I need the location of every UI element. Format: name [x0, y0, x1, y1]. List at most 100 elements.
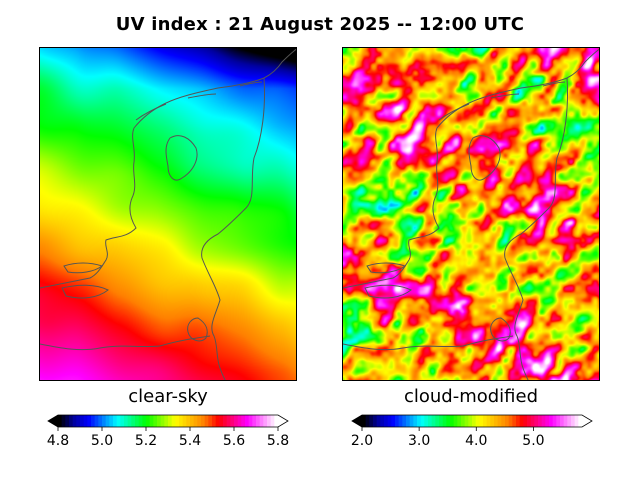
colorbar-segment [369, 415, 374, 427]
colorbar-segment [483, 415, 488, 427]
frisian-island [542, 81, 566, 87]
colorbar-segment [442, 415, 447, 427]
colorbar-segment [245, 415, 250, 427]
estuary [61, 284, 109, 299]
colorbar-segment [538, 415, 543, 427]
colorbar-segment [116, 415, 121, 427]
colorbar-segment [391, 415, 396, 427]
colorbar-segment [428, 415, 433, 427]
colorbar-segment [98, 415, 103, 427]
cloud-modified-colorbar-graphic [351, 414, 593, 431]
colorbar-segment [241, 415, 246, 427]
colorbar-segment [94, 415, 99, 427]
belgium-border [40, 335, 211, 351]
colorbar-segment [439, 415, 444, 427]
colorbar-segment [373, 415, 378, 427]
colorbar-segment [560, 415, 565, 427]
colorbar-segment [83, 415, 88, 427]
cloud-modified-colorbar [351, 413, 593, 431]
chart-title: UV index : 21 August 2025 -- 12:00 UTC [115, 14, 525, 35]
colorbar-segment [201, 415, 206, 427]
colorbar-segment [530, 415, 535, 427]
colorbar-segment [102, 415, 107, 427]
colorbar-segment [61, 415, 66, 427]
colorbar-segment [153, 415, 158, 427]
cloud-modified-map [342, 47, 600, 381]
national-border [201, 77, 265, 380]
colorbar-segment [267, 415, 272, 427]
colorbar-segment [406, 415, 411, 427]
colorbar-segment [168, 415, 173, 427]
colorbar-segment [365, 415, 370, 427]
colorbar-segment [453, 415, 458, 427]
colorbar-segment [234, 415, 239, 427]
colorbar-segment [219, 415, 224, 427]
colorbar-segment [223, 415, 228, 427]
colorbar-segment [387, 415, 392, 427]
colorbar-segment [409, 415, 414, 427]
colorbar-segment [149, 415, 154, 427]
colorbar-segment [76, 415, 81, 427]
colorbar-segment [384, 415, 389, 427]
colorbar-segment [120, 415, 125, 427]
colorbar-segment [362, 415, 367, 427]
colorbar-segment [157, 415, 162, 427]
colorbar-segment [58, 415, 63, 427]
colorbar-segment [479, 415, 484, 427]
colorbar-tick-label: 5.0 [522, 433, 545, 449]
frisian-island [187, 93, 217, 99]
clear-sky-colorbar-graphic [47, 414, 289, 431]
estuary [366, 262, 407, 274]
belgium-border [343, 335, 514, 351]
colorbar-segment [417, 415, 422, 427]
frisian-island [490, 93, 520, 99]
colorbar-segment [259, 415, 264, 427]
colorbar-segment [505, 415, 510, 427]
colorbar-segment [80, 415, 85, 427]
colorbar-segment [142, 415, 147, 427]
colorbar-segment [380, 415, 385, 427]
colorbar-segment [574, 415, 579, 427]
colorbar-segment [87, 415, 92, 427]
colorbar-segment [113, 415, 118, 427]
ijsselmeer-shore [468, 135, 501, 181]
colorbar-segment [237, 415, 242, 427]
colorbar-segment [212, 415, 217, 427]
clear-sky-field [40, 48, 296, 380]
colorbar-segment [552, 415, 557, 427]
colorbar-tick-label: 5.0 [90, 433, 114, 449]
colorbar-segment [256, 415, 261, 427]
colorbar-segment [464, 415, 469, 427]
colorbar-segment [182, 415, 187, 427]
colorbar-tick-label: 4.0 [465, 433, 488, 449]
colorbar-segment [578, 415, 583, 427]
colorbar-segment [160, 415, 165, 427]
colorbar-segment [72, 415, 77, 427]
colorbar-segment [424, 415, 429, 427]
colorbar-tick-label: 5.2 [134, 433, 158, 449]
colorbar-segment [131, 415, 136, 427]
colorbar-segment [413, 415, 418, 427]
colorbar-segment [164, 415, 169, 427]
colorbar-segment [197, 415, 202, 427]
colorbar-segment [475, 415, 480, 427]
estuary [364, 284, 412, 299]
colorbar-segment [193, 415, 198, 427]
colorbar-segment [461, 415, 466, 427]
colorbar-segment [179, 415, 184, 427]
colorbar-segment [270, 415, 275, 427]
colorbar-segment [376, 415, 381, 427]
colorbar-tick-label: 4.8 [46, 433, 70, 449]
frisian-island [438, 103, 470, 121]
clear-sky-colorbar [47, 413, 289, 431]
ijsselmeer-shore [165, 135, 198, 181]
colorbar-segment [230, 415, 235, 427]
colorbar-segment [91, 415, 96, 427]
limburg [490, 317, 511, 342]
colorbar-segment [190, 415, 195, 427]
colorbar-segment [263, 415, 268, 427]
colorbar-segment [420, 415, 425, 427]
colorbar-segment [204, 415, 209, 427]
colorbar-segment [472, 415, 477, 427]
colorbar-segment [534, 415, 539, 427]
